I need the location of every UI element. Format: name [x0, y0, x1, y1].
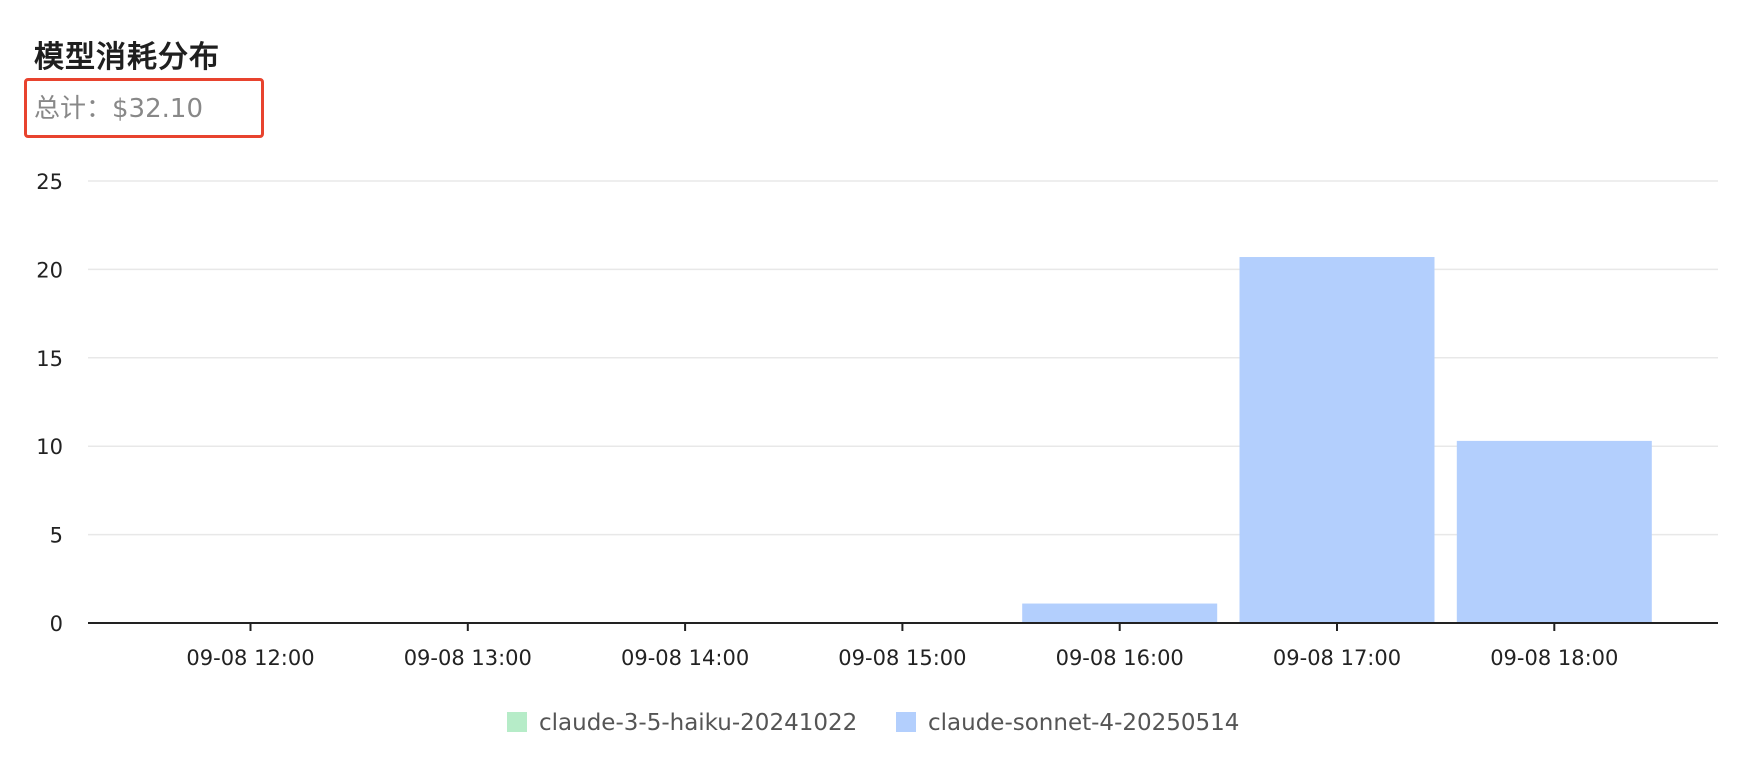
x-tick-label: 09-08 12:00	[186, 646, 314, 670]
total-value: $32.10	[112, 94, 203, 124]
legend-swatch	[896, 712, 916, 732]
y-tick-label: 15	[36, 347, 63, 371]
legend-label: claude-3-5-haiku-20241022	[539, 710, 857, 736]
bar-claude-sonnet-4-20250514-09-08 17:00	[1239, 257, 1435, 623]
total-highlight-box	[24, 78, 264, 138]
x-tick-label: 09-08 16:00	[1056, 646, 1184, 670]
x-tick-label: 09-08 17:00	[1273, 646, 1401, 670]
total-summary: 总计：$32.10	[34, 88, 203, 125]
legend-label: claude-sonnet-4-20250514	[928, 710, 1239, 736]
total-label: 总计：	[34, 94, 113, 124]
y-tick-label: 5	[50, 524, 63, 548]
y-tick-label: 20	[36, 258, 63, 282]
chart-title: 模型消耗分布	[34, 40, 220, 75]
bar-claude-sonnet-4-20250514-09-08 18:00	[1456, 440, 1652, 623]
x-tick-label: 09-08 15:00	[838, 646, 966, 670]
y-tick-label: 25	[36, 170, 63, 194]
legend-swatch	[507, 712, 527, 732]
x-tick-label: 09-08 13:00	[404, 646, 532, 670]
y-tick-label: 10	[36, 435, 63, 459]
bar-claude-sonnet-4-20250514-09-08 16:00	[1022, 603, 1218, 623]
x-tick-label: 09-08 18:00	[1490, 646, 1618, 670]
x-tick-label: 09-08 14:00	[621, 646, 749, 670]
y-tick-label: 0	[50, 612, 63, 636]
